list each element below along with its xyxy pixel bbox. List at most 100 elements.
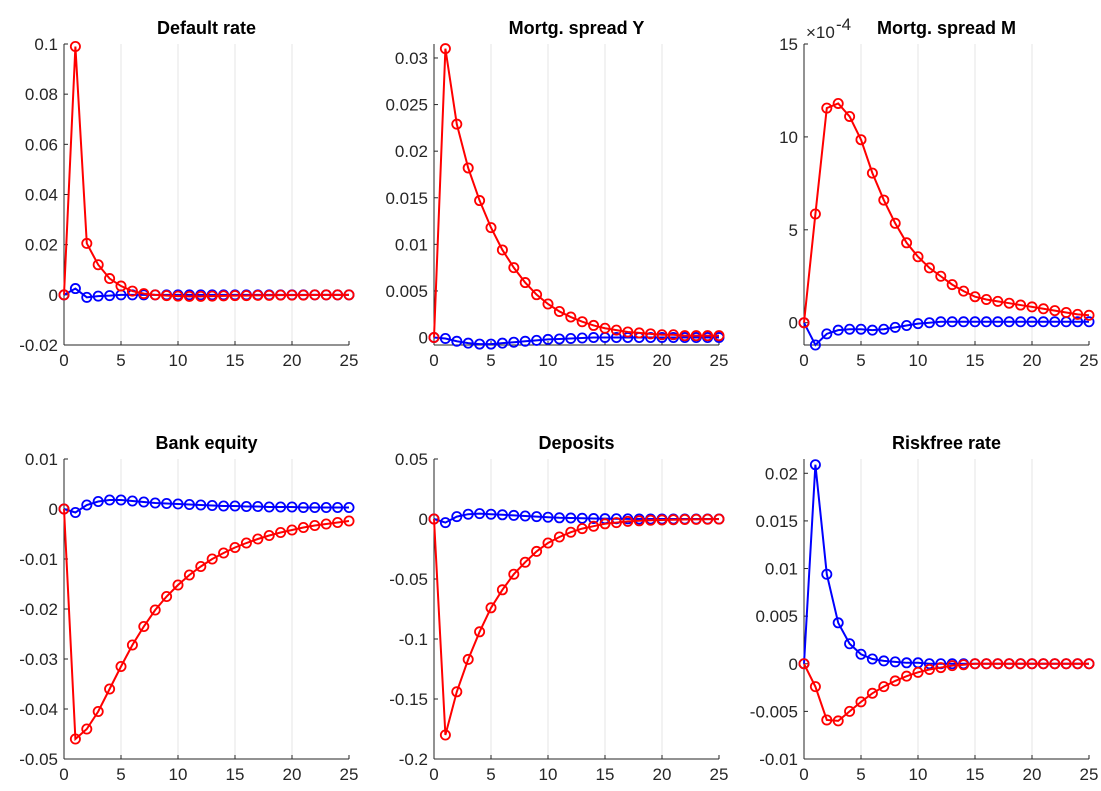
data-point-blue [553,512,565,524]
data-point-blue [462,508,474,520]
data-point-red [599,322,611,334]
y-tick-label: -0.02 [19,600,58,619]
data-point-blue [172,498,184,510]
y-tick-label: 0.08 [25,85,58,104]
data-point-blue [439,517,451,529]
y-tick-label: 0 [419,329,428,348]
data-point-red [821,102,833,114]
subplot-bank-equity: 0 5 10 15 20 25 -0.05 -0.04 -0.03 -0.02 -0.01 0 0.01… [19,433,358,784]
y-tick-label: -0.2 [399,750,428,769]
data-point-red [439,729,451,741]
data-point-red [115,280,127,292]
data-point-red [679,513,691,525]
data-point-red [172,290,184,302]
data-point-blue [218,500,230,512]
data-point-red [1060,658,1072,670]
data-point-red [183,569,195,581]
x-tick-label: 20 [1023,351,1042,370]
data-point-blue [878,655,890,667]
x-tick-label: 15 [966,351,985,370]
y-tick-label: 0.02 [765,464,798,483]
data-point-red [702,330,714,342]
data-point-blue [542,511,554,523]
data-point-red [633,515,645,527]
data-point-red [1049,305,1061,317]
data-point-red [832,715,844,727]
x-tick-label: 15 [596,765,615,784]
x-tick-label: 15 [596,351,615,370]
x-tick-label: 20 [653,765,672,784]
data-point-blue [588,513,600,525]
data-point-blue [821,568,833,580]
series-line-blue [433,336,719,346]
data-point-red [980,658,992,670]
data-point-blue [969,316,981,328]
panel-title: Mortg. spread Y [509,18,645,38]
data-point-blue [565,512,577,524]
data-point-blue [588,332,600,344]
data-point-red [195,290,207,302]
y-tick-label: 0 [419,510,428,529]
y-tick-label: 0.02 [395,142,428,161]
x-tick-label: 10 [539,765,558,784]
data-point-red [553,305,565,317]
data-point-red [297,522,309,534]
data-point-red [286,289,298,301]
data-point-red [958,659,970,671]
data-point-red [1026,301,1038,313]
x-tick-label: 20 [283,351,302,370]
data-point-red [889,217,901,229]
y-tick-label: -0.03 [19,650,58,669]
x-tick-label: 10 [909,351,928,370]
data-point-blue [332,501,344,513]
data-point-blue [901,319,913,331]
subplot-mortg-spread-y: 0 5 10 15 20 25 0 0.005 0.01 0.015 0.02 0.025 0.03 Mo… [385,18,728,370]
data-point-red [1003,297,1015,309]
data-point-red [645,514,657,526]
series-red [58,503,355,745]
data-point-blue [866,324,878,336]
data-point-blue [229,500,241,512]
data-point-blue [923,658,935,670]
data-point-red [126,639,138,651]
data-point-blue [832,617,844,629]
data-point-red [878,194,890,206]
data-point-red [462,653,474,665]
data-point-red [263,530,275,542]
data-point-blue [1083,316,1095,328]
data-point-blue [81,499,93,511]
data-point-red [1072,308,1084,320]
data-point-blue [889,656,901,668]
data-point-red [428,513,440,525]
data-point-blue [462,337,474,349]
data-point-red [946,660,958,672]
y-tick-label: 0 [789,314,798,333]
data-point-red [576,316,588,328]
data-point-blue [309,501,321,513]
subplot-default-rate: 0 5 10 15 20 25-0.0200.020.040.060.080.1Defau… [19,18,358,370]
x-tick-label: 5 [486,351,495,370]
data-point-red [832,97,844,109]
data-point-red [81,237,93,249]
data-point-red [844,110,856,122]
data-point-red [496,584,508,596]
y-tick-label: 0 [789,655,798,674]
y-tick-label: 0.015 [385,189,428,208]
data-point-red [138,288,150,300]
data-point-red [92,706,104,718]
y-tick-label: 10 [779,128,798,147]
data-point-blue [889,321,901,333]
data-point-red [1037,303,1049,315]
data-point-red [809,208,821,220]
data-point-red [935,270,947,282]
data-point-blue [149,497,161,509]
data-point-red [935,662,947,674]
y-tick-label: -0.05 [389,570,428,589]
data-point-red [690,330,702,342]
x-tick-label: 20 [653,351,672,370]
data-point-red [332,517,344,529]
data-point-red [610,517,622,529]
data-point-red [866,167,878,179]
data-point-blue [866,653,878,665]
data-point-red [439,43,451,55]
